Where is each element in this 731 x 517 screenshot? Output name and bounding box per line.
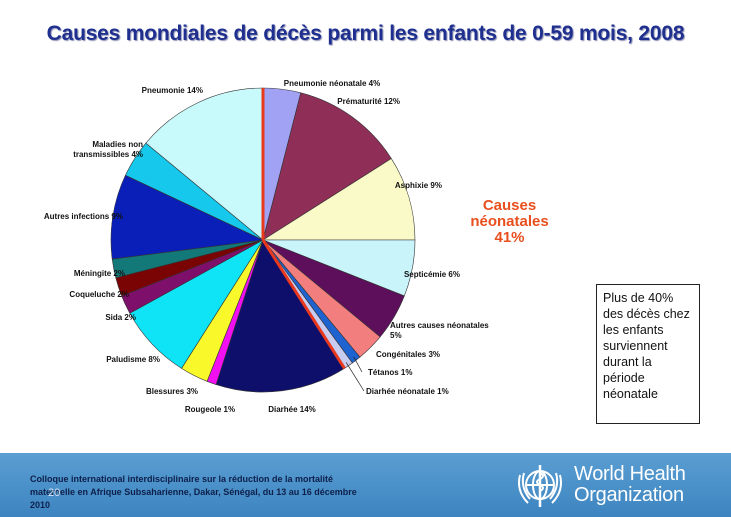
leader-line-diarhee-neonatale: [345, 362, 365, 392]
pie-slice-diarhee: [215, 239, 345, 393]
slice-label-tetanos: Tétanos 1%: [368, 368, 412, 377]
note-box: Plus de 40% des décès chez les enfants s…: [596, 284, 700, 424]
pie-chart: Pneumonie néonatale 4% Prématurité 12% Asp…: [44, 79, 489, 414]
conference-text: Colloque international interdisciplinair…: [30, 474, 357, 510]
slice-label-diarhee-neonatale: Diarhée néonatale 1%: [366, 387, 449, 396]
slice-label-pneumonie: Pneumonie 14%: [142, 86, 203, 95]
slice-label-prematurite: Prématurité 12%: [337, 97, 400, 106]
slice-label-rougeole: Rougeole 1%: [185, 405, 235, 414]
who-wordmark: World Health Organization: [574, 464, 686, 506]
who-line-1: World Health: [574, 463, 686, 485]
slice-label-diarhee: Diarhée 14%: [268, 405, 316, 414]
who-emblem-icon: [518, 465, 562, 507]
page-title: Causes mondiales de décès parmi les enfa…: [46, 22, 685, 45]
slice-label-coqueluche: Coqueluche 2%: [69, 290, 129, 299]
callout-line-2: néonatales: [470, 213, 549, 230]
slice-label-meningite: Méningite 2%: [74, 269, 125, 278]
slice-label-paludisme: Paludisme 8%: [106, 355, 160, 364]
pie-slice-autres-infections: [110, 174, 265, 260]
footer-bar: Colloque international interdisciplinair…: [0, 453, 731, 517]
callout-line-1: Causes: [482, 197, 537, 214]
slice-label-maladies-non-transmissibles: Maladies non transmissibles 4%: [73, 140, 143, 159]
slice-label-sida: Sida 2%: [105, 313, 136, 322]
slide-number: 20: [48, 487, 61, 499]
slice-label-blessures: Blessures 3%: [146, 387, 198, 396]
pie-slice-asphixie: [261, 158, 416, 241]
pie-slice-pneumonie: [145, 87, 264, 241]
callout-line-3: 41%: [494, 229, 525, 246]
slice-label-asphixie: Asphixie 9%: [395, 181, 442, 190]
slice-label-autres-infections: Autres infections 9%: [44, 212, 123, 221]
slice-label-autres-causes-neonatales: Autres causes néonatales 5%: [390, 321, 489, 340]
slice-label-septicemie: Septicémie 6%: [404, 270, 460, 279]
who-line-2: Organization: [574, 484, 684, 506]
slice-label-pneumonie-neonatale: Pneumonie néonatale 4%: [284, 79, 380, 88]
leader-line-tetanos: [353, 356, 363, 373]
neonatal-boundary-end: [261, 239, 346, 370]
neonatal-callout: Causes néonatales 41%: [452, 198, 567, 246]
slice-label-congenitales: Congénitales 3%: [376, 350, 440, 359]
pie-slice-prematurite: [262, 92, 392, 241]
